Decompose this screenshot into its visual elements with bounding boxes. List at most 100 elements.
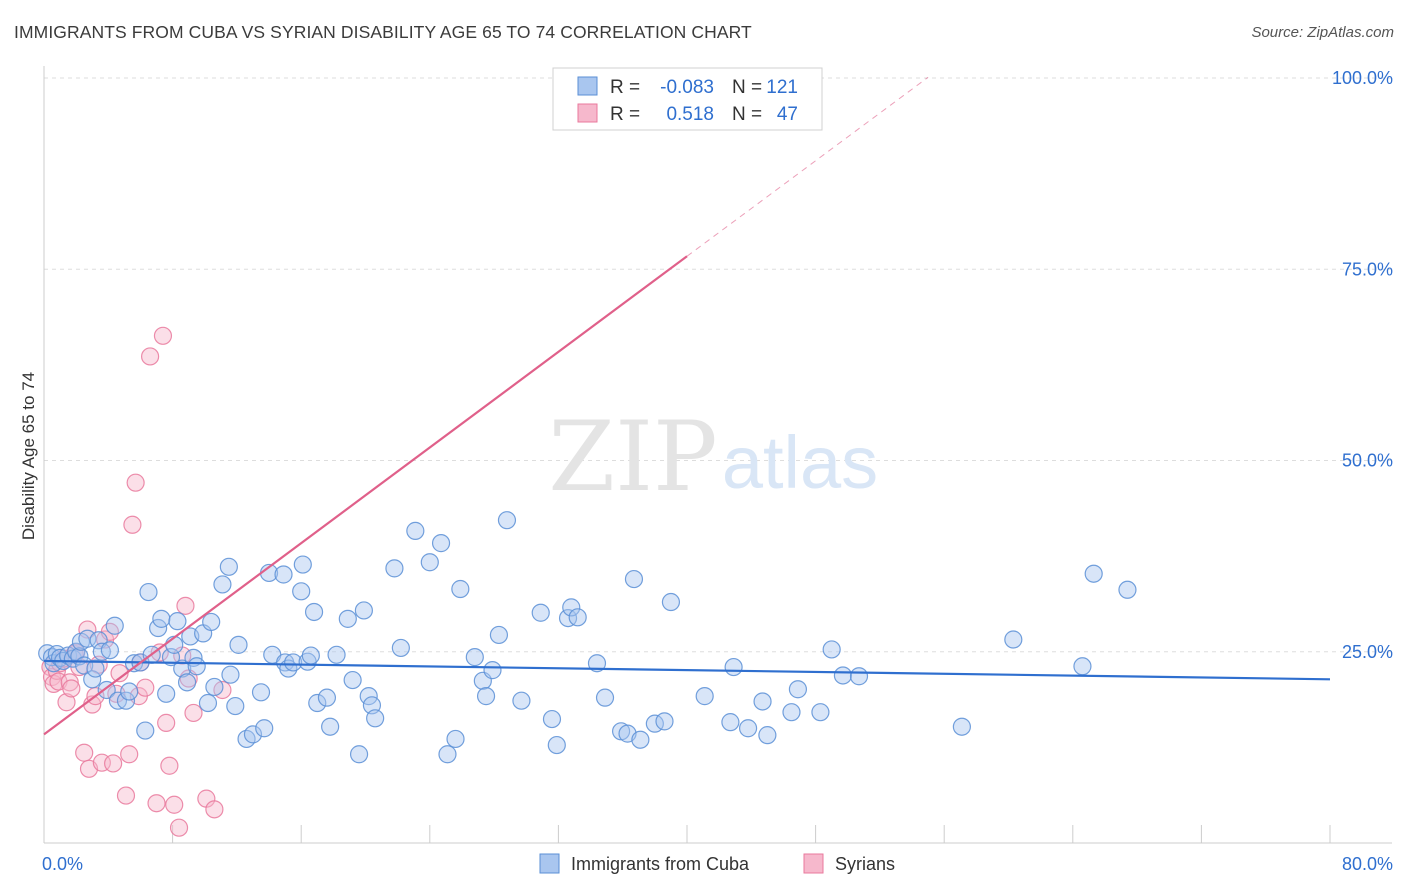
cuba-point [562,598,581,617]
syrians-point [75,743,94,762]
cuba-point [631,730,650,749]
legend-swatch-syrians [577,103,598,123]
cuba-point [343,670,362,690]
cuba-point [213,575,232,594]
legend-bottom-label-cuba: Immigrants from Cuba [571,854,750,874]
syrians-point [169,818,189,837]
axes [43,66,1392,844]
cuba-point [547,735,566,755]
cuba-point [446,729,465,749]
syrians-point [136,678,155,697]
legend-top: R = -0.083 N = 121 R = 0.518 N = 47 [552,67,823,131]
cuba-point [1084,564,1103,583]
cuba-point [661,592,681,612]
cuba-point [304,602,324,622]
cuba-point [317,688,337,707]
cuba-point [105,616,124,635]
cuba-point [308,693,327,713]
legend-bottom-swatch-cuba [539,853,560,874]
cuba-point [721,713,740,732]
cuba-point [1118,580,1137,599]
y-tick-label: 100.0% [1332,68,1393,88]
syrians-point [140,347,160,366]
cuba-point [822,640,841,659]
cuba-point [1004,630,1023,649]
watermark: ZIP atlas [548,401,878,513]
cuba-point [753,692,772,711]
cuba-point [139,582,158,602]
cuba-point [205,677,224,697]
cuba-point [385,559,404,578]
syrians-point [42,667,62,687]
cuba-point [420,553,439,572]
legend-r-value-cuba: -0.083 [660,77,714,98]
syrians-trend-line [43,255,688,736]
y-tick-label: 75.0% [1342,259,1393,279]
cuba-point [758,726,777,745]
syrians-point [62,679,81,698]
legend-r-label-cuba: R = [610,77,640,98]
cuba-point [531,603,550,622]
cuba-point [301,646,320,665]
legend-n-value-cuba: 121 [766,77,798,98]
cuba-point [497,511,517,530]
syrians-point [205,800,224,819]
cuba-point [849,667,869,686]
cuba-point [292,582,311,601]
syrians-point [104,754,123,773]
cuba-point [251,683,271,702]
syrians-point [120,745,139,764]
cuba-point [338,609,357,628]
x-tick-label: 0.0% [42,854,83,874]
cuba-point [177,673,197,692]
cuba-point [431,534,451,553]
cuba-point [788,680,808,699]
cuba-point [952,717,971,736]
syrians-point [184,703,203,723]
cuba-point [738,719,758,738]
legend-bottom: Immigrants from Cuba Syrians [539,853,895,874]
cuba-point [198,693,218,713]
y-tick-label: 25.0% [1342,642,1393,662]
cuba-point [451,579,470,599]
syrians-point [60,673,79,692]
legend-n-label-syrians: N = [732,104,762,125]
syrians-point [157,713,176,732]
syrians-point [126,473,145,492]
cuba-point [152,609,171,628]
cuba-point [83,670,102,689]
cuba-point [354,601,373,620]
legend-n-label-cuba: N = [732,77,762,98]
legend-n-value-syrians: 47 [777,104,798,125]
cuba-point [406,521,425,540]
cuba-point [349,745,369,764]
syrians-point [160,756,179,775]
cuba-point [226,696,245,716]
cuba-points [38,511,1137,764]
cuba-point [782,703,801,722]
cuba-point [168,612,187,631]
cuba-point [655,712,674,731]
cuba-point [489,625,509,645]
cuba-point [438,745,457,764]
y-axis-label: Disability Age 65 to 74 [19,372,38,540]
x-tick-label: 80.0% [1342,854,1393,874]
syrians-point [165,795,184,814]
cuba-point [811,703,830,722]
chart-title: IMMIGRANTS FROM CUBA VS SYRIAN DISABILIT… [14,22,752,42]
cuba-point [512,691,531,710]
cuba-point [558,608,578,628]
cuba-point [255,719,274,738]
cuba-point [219,557,238,576]
legend-bottom-label-syrians: Syrians [835,854,895,874]
cuba-point [465,648,484,667]
cuba-point [243,725,263,744]
cuba-point [327,645,346,664]
gridlines [44,77,1392,653]
legend-top-box [552,67,823,131]
cuba-point [100,641,120,660]
cuba-point [202,612,221,632]
syrians-point [57,693,76,712]
cuba-point [274,565,293,584]
